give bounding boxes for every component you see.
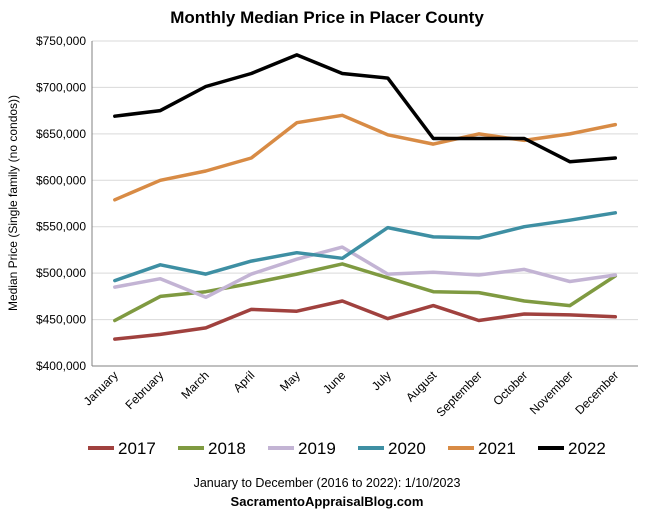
- y-tick-label: $550,000: [36, 220, 86, 234]
- y-tick-label: $400,000: [36, 359, 86, 373]
- series-lines: [113, 53, 618, 341]
- y-tick-label: $750,000: [36, 34, 86, 48]
- series-line-2022: [113, 53, 618, 164]
- x-tick-label: May: [277, 368, 303, 394]
- x-tick-label: April: [230, 368, 257, 395]
- x-tick-labels: January February March April May June July Augu…: [81, 368, 622, 420]
- series-line-2021: [113, 113, 618, 202]
- series-line-2020: [113, 211, 618, 283]
- axes: [91, 41, 638, 367]
- legend-label-2017: 2017: [118, 439, 156, 458]
- site-credit: SacramentoAppraisalBlog.com: [230, 494, 424, 509]
- footnote: January to December (2016 to 2022): 1/10…: [193, 476, 461, 490]
- y-tick-label: $700,000: [36, 80, 86, 94]
- x-tick-label: December: [572, 368, 621, 417]
- y-tick-label: $650,000: [36, 127, 86, 141]
- x-tick-label: November: [527, 368, 576, 417]
- series-line-2019: [113, 245, 618, 300]
- y-tick-label: $600,000: [36, 173, 86, 187]
- grid-lines: [92, 40, 638, 321]
- series-line-2017: [113, 299, 618, 341]
- y-tick-labels: $400,000 $450,000 $500,000 $550,000 $600,000…: [36, 34, 86, 373]
- x-tick-label: June: [320, 368, 349, 397]
- y-tick-label: $450,000: [36, 313, 86, 327]
- x-tick-label: February: [123, 368, 167, 412]
- x-tick-label: September: [433, 368, 484, 419]
- y-axis-label: Median Price (Single family (no condos)): [6, 95, 20, 311]
- y-tick-label: $500,000: [36, 266, 86, 280]
- x-tick-label: March: [178, 368, 211, 401]
- chart-title: Monthly Median Price in Placer County: [170, 8, 484, 27]
- legend-label-2021: 2021: [478, 439, 516, 458]
- legend-label-2018: 2018: [208, 439, 246, 458]
- x-tick-label: August: [403, 368, 440, 405]
- legend: 2017 2018 2019 2020 2021 2022: [88, 439, 606, 458]
- x-tick-label: July: [369, 368, 394, 393]
- x-tick-label: January: [81, 368, 121, 408]
- x-tick-label: October: [490, 368, 530, 408]
- legend-label-2022: 2022: [568, 439, 606, 458]
- legend-label-2020: 2020: [388, 439, 426, 458]
- legend-label-2019: 2019: [298, 439, 336, 458]
